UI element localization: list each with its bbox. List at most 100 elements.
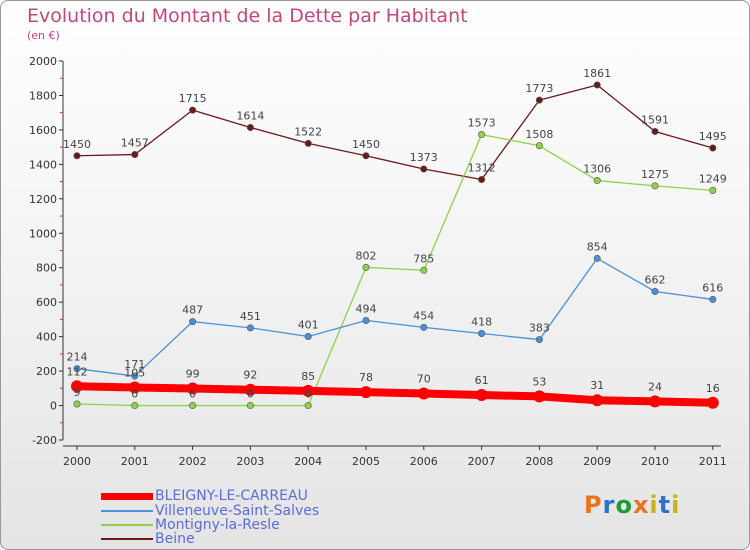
- logo-letter: P: [584, 491, 603, 519]
- logo-letter: i: [649, 491, 659, 519]
- x-tick-label: 2009: [583, 455, 611, 468]
- logo-letter: i: [671, 491, 681, 519]
- chart-subtitle: (en €): [27, 29, 60, 42]
- data-point: [420, 323, 428, 331]
- series-points: [71, 81, 719, 410]
- data-label: 616: [702, 281, 723, 294]
- data-label: 0: [247, 388, 254, 401]
- data-point: [246, 402, 254, 410]
- data-label: 1373: [410, 151, 438, 164]
- data-label: 785: [413, 252, 434, 265]
- data-label: 61: [475, 374, 489, 387]
- data-label: 0: [305, 388, 312, 401]
- data-point: [246, 123, 254, 131]
- data-point: [533, 390, 546, 403]
- data-label: 105: [124, 366, 145, 379]
- x-tick-label: 2011: [699, 455, 727, 468]
- logo-letter: r: [602, 491, 616, 519]
- legend-label-beine: Beine: [155, 531, 195, 547]
- data-point: [593, 177, 601, 185]
- data-point: [189, 318, 197, 326]
- data-point: [73, 152, 81, 160]
- data-point: [709, 295, 717, 303]
- data-point: [71, 380, 83, 393]
- data-point: [591, 394, 604, 407]
- data-point: [131, 402, 139, 410]
- data-label: 85: [301, 370, 315, 383]
- y-tick-label: 200: [36, 365, 57, 378]
- data-point: [709, 144, 717, 152]
- logo-letter: x: [632, 491, 650, 519]
- data-label: 494: [356, 302, 377, 315]
- series-lines: [73, 84, 717, 407]
- data-point: [478, 176, 486, 184]
- data-label: 487: [182, 304, 203, 317]
- data-point: [649, 395, 661, 408]
- y-tick-label: 1200: [29, 193, 57, 206]
- data-label: 0: [131, 388, 138, 401]
- data-label: 1249: [699, 172, 727, 185]
- x-tick-label: 2003: [236, 455, 264, 468]
- data-label: 383: [529, 322, 550, 335]
- y-tick-label: 1000: [29, 227, 57, 240]
- data-point: [302, 384, 315, 397]
- data-label: 1591: [641, 113, 669, 126]
- legend-swatch-montigny: [101, 524, 153, 526]
- data-point: [420, 165, 428, 173]
- x-tick-label: 2004: [294, 455, 322, 468]
- data-label: 1450: [63, 138, 91, 151]
- data-label: 92: [243, 369, 257, 382]
- data-point: [362, 316, 370, 324]
- data-point: [73, 365, 81, 373]
- y-tick-label: 2000: [29, 55, 57, 68]
- data-label: 662: [645, 274, 666, 287]
- data-label: 1715: [179, 92, 207, 105]
- data-label: 99: [186, 367, 200, 380]
- data-point: [244, 383, 257, 396]
- data-point: [186, 382, 199, 395]
- data-label: 454: [413, 309, 434, 322]
- data-point: [362, 152, 370, 160]
- data-label: 418: [471, 316, 492, 329]
- data-label: 0: [189, 388, 196, 401]
- legend-label-villeneuve: Villeneuve-Saint-Salves: [155, 503, 320, 519]
- legend-swatch-bleigny: [101, 493, 153, 500]
- data-label: 1450: [352, 138, 380, 151]
- logo-letter: o: [615, 491, 633, 519]
- data-label: 1773: [525, 82, 553, 95]
- data-point: [131, 372, 139, 380]
- x-tick-label: 2006: [410, 455, 438, 468]
- series-line-1: [76, 257, 714, 377]
- data-label: 214: [67, 351, 88, 364]
- x-tick-label: 2000: [63, 455, 91, 468]
- data-point: [304, 402, 312, 410]
- logo-letter: t: [658, 491, 672, 519]
- data-point: [304, 332, 312, 340]
- data-point: [478, 330, 486, 338]
- data-label: 31: [590, 379, 604, 392]
- data-point: [246, 324, 254, 332]
- x-tick-label: 2002: [179, 455, 207, 468]
- data-point: [73, 400, 81, 408]
- data-label: 1861: [583, 67, 611, 80]
- data-label: 112: [67, 365, 88, 378]
- data-point: [189, 402, 197, 410]
- data-label: 1312: [468, 162, 496, 175]
- data-label: 1306: [583, 163, 611, 176]
- data-label: 1614: [236, 109, 264, 122]
- data-label: 70: [417, 372, 431, 385]
- data-label: 16: [706, 382, 720, 395]
- data-label: 1275: [641, 168, 669, 181]
- data-label: 1573: [468, 117, 496, 130]
- proxiti-logo: Proxiti: [584, 491, 680, 519]
- x-tick-label: 2001: [121, 455, 149, 468]
- data-label: 802: [356, 249, 377, 262]
- data-label: 53: [532, 375, 546, 388]
- data-label: 78: [359, 371, 373, 384]
- data-labels: 1450 1457 1715 1614 1522 1450 1373 1312 1773 1861…: [63, 67, 727, 401]
- data-point: [706, 396, 719, 409]
- x-tick-label: 2008: [525, 455, 553, 468]
- data-label: 9: [74, 386, 81, 399]
- data-label: 451: [240, 310, 261, 323]
- x-tick-label: 2005: [352, 455, 380, 468]
